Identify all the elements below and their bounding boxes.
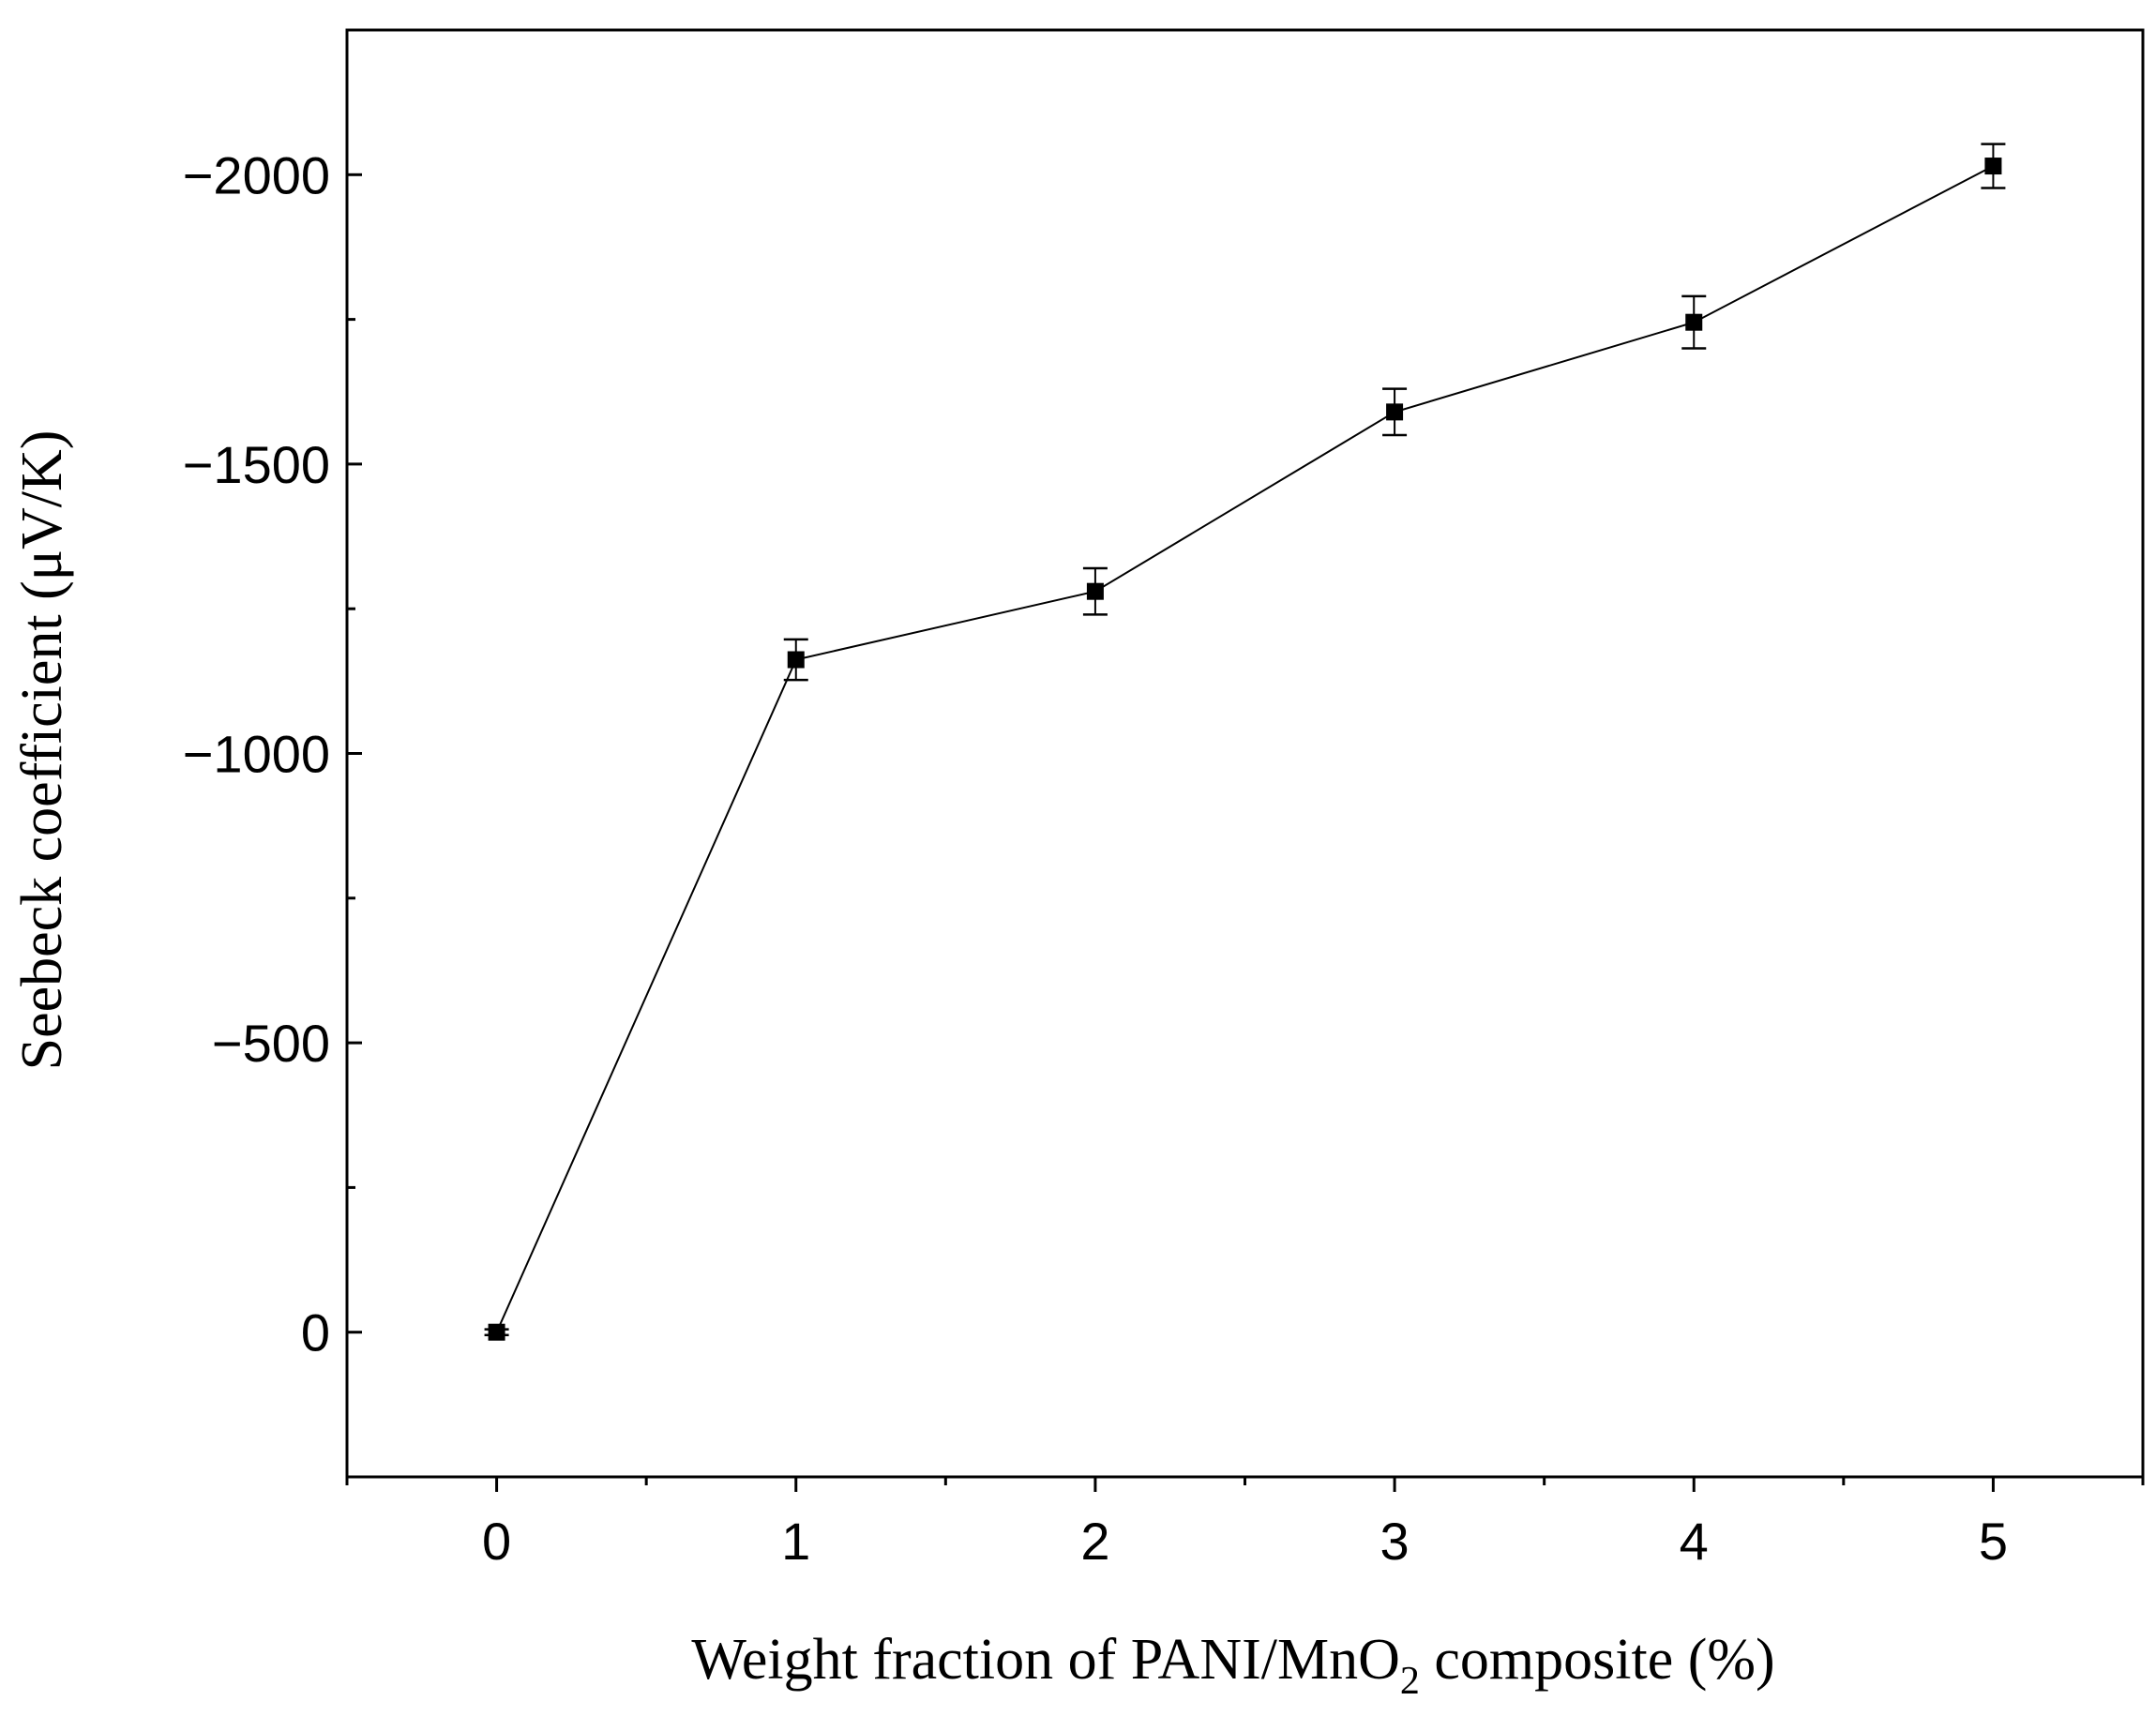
x-tick-label: 1 xyxy=(781,1512,810,1571)
y-axis-title: Seebeck coefficient (μV/K) xyxy=(10,430,74,1071)
data-point xyxy=(1984,158,2002,175)
x-axis-title-subscript: 2 xyxy=(1400,1660,1420,1703)
axes-frame xyxy=(345,28,2145,1479)
x-axis-ticks: 0 1 2 3 4 5 xyxy=(345,1477,2145,1571)
y-tick-label: −500 xyxy=(212,1014,330,1073)
x-tick-label: 4 xyxy=(1680,1512,1709,1571)
y-axis-ticks: 0 −500 −1000 −1500 −2000 xyxy=(183,28,362,1362)
y-tick-label: −2000 xyxy=(183,145,330,204)
data-point xyxy=(787,651,805,669)
x-axis-title-tail: composite (%) xyxy=(1420,1628,1775,1692)
data-point xyxy=(1685,313,1703,331)
x-tick-label: 5 xyxy=(1979,1512,2008,1571)
data-point xyxy=(1086,582,1104,600)
y-tick-label: −1500 xyxy=(183,435,330,494)
x-axis-title-main: Weight fraction of PANI/MnO xyxy=(691,1628,1400,1692)
data-series xyxy=(484,143,2006,1341)
x-tick-label: 2 xyxy=(1080,1512,1109,1571)
x-tick-label: 3 xyxy=(1380,1512,1410,1571)
x-tick-label: 0 xyxy=(482,1512,511,1571)
y-tick-label: −1000 xyxy=(183,725,330,784)
series-line xyxy=(495,165,1994,1333)
x-axis-title: Weight fraction of PANI/MnO2 composite (… xyxy=(691,1628,1774,1703)
plot-frame xyxy=(345,28,2145,1479)
y-tick-label: 0 xyxy=(301,1303,330,1362)
data-point xyxy=(488,1323,505,1341)
data-point xyxy=(1386,403,1404,421)
